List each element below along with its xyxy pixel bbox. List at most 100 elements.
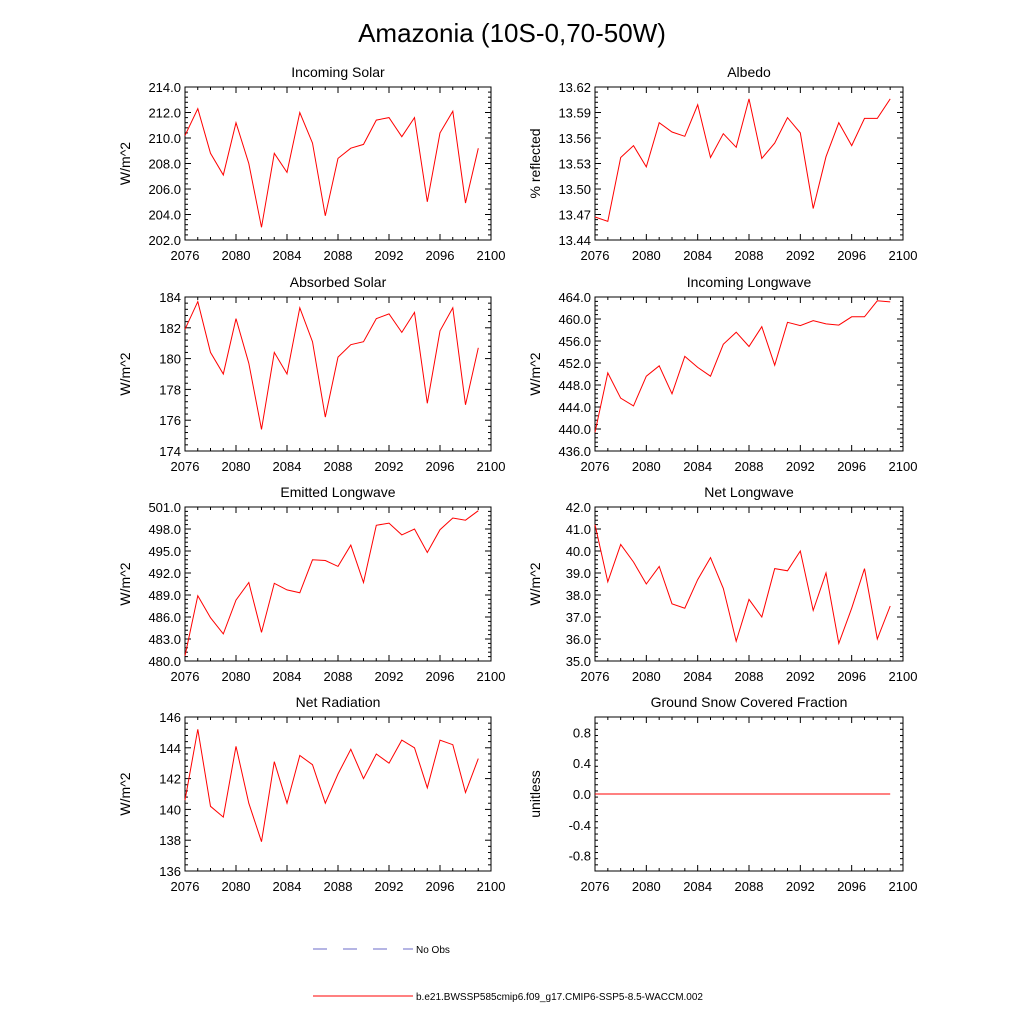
y-tick-label: 142 — [159, 772, 181, 787]
y-tick-label: 206.0 — [148, 182, 181, 197]
x-tick-label: 2088 — [324, 879, 353, 894]
x-tick-label: 2084 — [273, 248, 302, 263]
series-line — [184, 510, 479, 657]
x-tick-label: 2096 — [426, 459, 455, 474]
series-line — [184, 107, 479, 228]
y-tick-label: 38.0 — [566, 588, 591, 603]
x-tick-label: 2088 — [324, 669, 353, 684]
figure-title: Amazonia (10S-0,70-50W) — [358, 18, 666, 48]
y-axis-label: W/m^2 — [117, 562, 133, 605]
y-tick-label: 483.0 — [148, 632, 181, 647]
x-tick-label: 2080 — [632, 879, 661, 894]
chart-title: Net Longwave — [704, 484, 794, 500]
x-tick-label: 2092 — [375, 248, 404, 263]
y-axis-label: W/m^2 — [117, 772, 133, 815]
x-tick-label: 2096 — [837, 248, 866, 263]
y-tick-label: 13.44 — [558, 233, 591, 248]
y-tick-label: 208.0 — [148, 157, 181, 172]
y-tick-label: 176 — [159, 413, 181, 428]
y-tick-label: 448.0 — [558, 378, 591, 393]
x-tick-label: 2084 — [273, 879, 302, 894]
y-tick-label: 40.0 — [566, 544, 591, 559]
series-line — [594, 300, 891, 433]
chart-title: Net Radiation — [296, 694, 381, 710]
series-line — [184, 300, 479, 430]
x-tick-label: 2096 — [837, 459, 866, 474]
y-tick-label: 492.0 — [148, 566, 181, 581]
x-tick-label: 2076 — [581, 879, 610, 894]
legend: No Obs b.e21.BWSSP585cmip6.f09_g17.CMIP6… — [313, 945, 703, 1003]
x-tick-label: 2076 — [171, 879, 200, 894]
x-tick-label: 2100 — [889, 669, 918, 684]
x-tick-label: 2084 — [683, 879, 712, 894]
chart-panel: Incoming Longwave W/m^2 2076 2080 2084 2088 20… — [527, 274, 917, 474]
y-tick-label: 13.59 — [558, 106, 591, 121]
y-tick-label: 180 — [159, 352, 181, 367]
x-tick-label: 2096 — [426, 879, 455, 894]
x-tick-label: 2084 — [683, 248, 712, 263]
y-tick-label: 13.56 — [558, 131, 591, 146]
x-tick-label: 2096 — [837, 879, 866, 894]
y-tick-label: 440.0 — [558, 422, 591, 437]
y-tick-label: 0.0 — [573, 787, 591, 802]
y-tick-label: 212.0 — [148, 106, 181, 121]
y-tick-label: 39.0 — [566, 566, 591, 581]
chart-panel: Emitted Longwave W/m^2 2076 2080 2084 2088 209… — [117, 484, 505, 684]
x-tick-label: 2092 — [375, 879, 404, 894]
x-tick-label: 2092 — [786, 248, 815, 263]
chart-title: Incoming Solar — [291, 64, 385, 80]
y-tick-label: 35.0 — [566, 654, 591, 669]
y-tick-label: 138 — [159, 833, 181, 848]
y-tick-label: 184 — [159, 290, 181, 305]
y-tick-label: 501.0 — [148, 500, 181, 515]
x-tick-label: 2088 — [735, 248, 764, 263]
y-tick-label: 0.4 — [573, 756, 591, 771]
series-line — [594, 524, 891, 646]
y-tick-label: 460.0 — [558, 312, 591, 327]
x-tick-label: 2100 — [477, 879, 506, 894]
y-tick-label: 13.47 — [558, 208, 591, 223]
x-tick-label: 2076 — [171, 669, 200, 684]
y-tick-label: 41.0 — [566, 522, 591, 537]
x-tick-label: 2084 — [683, 669, 712, 684]
y-tick-label: 210.0 — [148, 131, 181, 146]
y-tick-label: 202.0 — [148, 233, 181, 248]
x-tick-label: 2080 — [632, 459, 661, 474]
y-tick-label: 436.0 — [558, 444, 591, 459]
y-tick-label: 146 — [159, 710, 181, 725]
y-tick-label: 13.62 — [558, 80, 591, 95]
y-tick-label: 489.0 — [148, 588, 181, 603]
x-tick-label: 2100 — [477, 669, 506, 684]
legend-label-no-obs: No Obs — [416, 945, 450, 956]
y-axis-label: W/m^2 — [527, 562, 543, 605]
y-axis-label: W/m^2 — [117, 142, 133, 185]
x-tick-label: 2080 — [222, 459, 251, 474]
x-tick-label: 2096 — [426, 669, 455, 684]
y-tick-label: 214.0 — [148, 80, 181, 95]
y-axis-label: unitless — [527, 770, 543, 817]
series-line — [594, 98, 891, 222]
chart-panel: Albedo % reflected 2076 2080 2084 2088 2092 209… — [527, 64, 917, 263]
y-tick-label: 182 — [159, 321, 181, 336]
series-line — [184, 729, 479, 842]
chart-panel: Net Radiation W/m^2 2076 2080 2084 2088 2092 20… — [117, 694, 505, 894]
x-tick-label: 2088 — [735, 879, 764, 894]
y-tick-label: 178 — [159, 382, 181, 397]
y-tick-label: 140 — [159, 802, 181, 817]
chart-panel: Ground Snow Covered Fraction unitless 2076… — [527, 694, 917, 894]
x-tick-label: 2100 — [477, 459, 506, 474]
x-tick-label: 2084 — [273, 669, 302, 684]
x-tick-label: 2080 — [222, 879, 251, 894]
x-tick-label: 2092 — [786, 459, 815, 474]
y-tick-label: 13.53 — [558, 157, 591, 172]
x-tick-label: 2088 — [324, 248, 353, 263]
legend-label-model: b.e21.BWSSP585cmip6.f09_g17.CMIP6-SSP5-8… — [416, 992, 703, 1003]
chart-title: Emitted Longwave — [280, 484, 395, 500]
x-tick-label: 2100 — [889, 248, 918, 263]
x-tick-label: 2088 — [735, 459, 764, 474]
y-tick-label: 136 — [159, 864, 181, 879]
x-tick-label: 2080 — [632, 248, 661, 263]
x-tick-label: 2084 — [273, 459, 302, 474]
x-tick-label: 2076 — [581, 669, 610, 684]
